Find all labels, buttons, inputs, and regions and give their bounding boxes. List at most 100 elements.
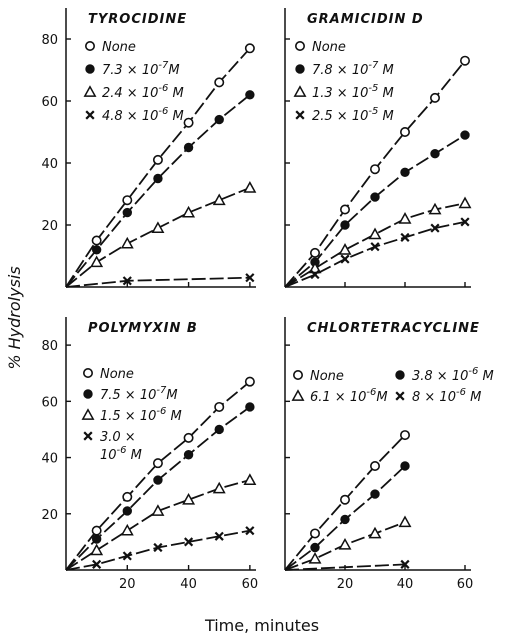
- legend-marker: [85, 110, 95, 120]
- x-axis-label: Time, minutes: [204, 616, 319, 635]
- data-point: [370, 192, 380, 202]
- data-point: [214, 424, 224, 435]
- data-point: [309, 247, 320, 258]
- data-point: [122, 276, 132, 286]
- series-triangle: [284, 515, 412, 571]
- x-tick-label: 20: [119, 577, 136, 592]
- data-point: [428, 202, 442, 215]
- panel-title: CHLORTETRACYCLINE: [307, 321, 480, 336]
- data-point: [400, 232, 410, 242]
- y-tick-label: 60: [41, 95, 58, 110]
- data-point: [340, 254, 350, 264]
- data-point: [122, 551, 132, 561]
- data-point: [245, 526, 255, 536]
- y-tick-label: 40: [41, 157, 58, 172]
- legend-marker: [85, 40, 96, 51]
- x-tick-label: 60: [242, 577, 259, 592]
- data-point: [184, 537, 194, 547]
- series-filled-circle: [284, 461, 410, 571]
- series-line: [284, 563, 406, 571]
- data-point: [214, 401, 225, 412]
- data-point: [370, 242, 380, 252]
- data-point: [183, 432, 194, 443]
- legend-label: 2.5 × 10-5 M: [312, 106, 394, 124]
- data-point: [400, 167, 410, 178]
- data-point: [310, 542, 320, 553]
- data-point: [310, 270, 320, 280]
- data-point: [308, 552, 322, 564]
- legend-marker: [395, 370, 405, 380]
- legend-marker: [81, 408, 95, 420]
- legend-marker: [294, 40, 305, 51]
- data-point: [340, 220, 350, 230]
- data-point: [338, 243, 352, 255]
- data-point: [308, 261, 322, 274]
- data-point: [153, 542, 163, 553]
- series-triangle: [65, 473, 257, 571]
- legend-label: 1.3 × 10-5 M: [312, 83, 394, 101]
- panel-tyrocidine: 20 40 60 80 TYROCIDINE None 7.3 × 10-7M 2.4 × 1…: [41, 8, 257, 288]
- series-cross: [65, 273, 255, 288]
- legend-marker: [295, 110, 305, 120]
- series-open-circle: [284, 55, 470, 288]
- data-point: [459, 55, 470, 66]
- series-line: [65, 276, 250, 288]
- legend-marker: [83, 85, 97, 97]
- data-point: [212, 481, 226, 494]
- data-point: [153, 173, 163, 184]
- legend-label: None: [100, 367, 134, 382]
- legend-label: 4.8 × 10-6 M: [102, 106, 184, 124]
- series-open-circle: [65, 376, 255, 571]
- panel-title: POLYMYXIN B: [88, 321, 198, 336]
- data-point: [339, 494, 350, 505]
- data-point: [368, 526, 382, 539]
- data-point: [369, 460, 380, 471]
- data-point: [91, 534, 102, 544]
- legend-label: 7.5 × 10-7M: [100, 385, 178, 403]
- panel-chlortetracycline: 20 40 60 CHLORTETRACYCLINE None 3.8 × 10-6 M 6…: [284, 317, 494, 592]
- data-point: [90, 543, 104, 556]
- x-tick-label: 40: [397, 577, 414, 592]
- data-point: [182, 492, 196, 505]
- y-tick-label: 60: [41, 395, 58, 410]
- data-point: [120, 236, 134, 249]
- panel-polymyxin-b: 20 40 60 80 20 40 60 POLYMYXIN B None 7.5 × 10-7M…: [41, 317, 258, 592]
- legend-label: 2.4 × 10-6 M: [102, 83, 184, 101]
- data-point: [122, 207, 132, 218]
- legend-label: 7.8 × 10-7 M: [312, 60, 394, 78]
- x-tick-label: 20: [337, 577, 354, 592]
- legend-label: 10-6 M: [100, 445, 142, 463]
- data-point: [90, 255, 104, 268]
- data-point: [92, 559, 102, 569]
- data-point: [245, 90, 255, 100]
- data-point: [429, 92, 440, 103]
- panel-title: GRAMICIDIN D: [307, 12, 424, 27]
- y-tick-label: 20: [41, 219, 58, 234]
- series-open-circle: [65, 43, 255, 288]
- y-tick-label: 40: [41, 452, 58, 467]
- legend-label: 8 × 10-6 M: [412, 387, 481, 405]
- data-point: [122, 506, 132, 516]
- data-point: [152, 458, 163, 469]
- legend-label: 6.1 × 10-6M: [310, 387, 388, 405]
- data-point: [398, 212, 412, 224]
- series-cross: [65, 526, 255, 571]
- x-tick-label: 40: [180, 577, 197, 592]
- series-triangle: [284, 196, 472, 288]
- data-point: [214, 531, 224, 541]
- data-point: [458, 196, 472, 209]
- data-point: [400, 559, 410, 569]
- data-point: [244, 43, 255, 54]
- data-point: [212, 193, 226, 206]
- data-point: [430, 149, 440, 159]
- y-axis-label: % Hydrolysis: [5, 266, 24, 369]
- data-point: [214, 77, 225, 88]
- legend-label: 7.3 × 10-7M: [102, 60, 180, 78]
- data-point: [368, 227, 382, 240]
- data-point: [183, 117, 194, 128]
- data-point: [460, 130, 470, 140]
- data-point: [399, 430, 410, 441]
- legend-marker: [295, 64, 305, 74]
- data-point: [398, 515, 412, 528]
